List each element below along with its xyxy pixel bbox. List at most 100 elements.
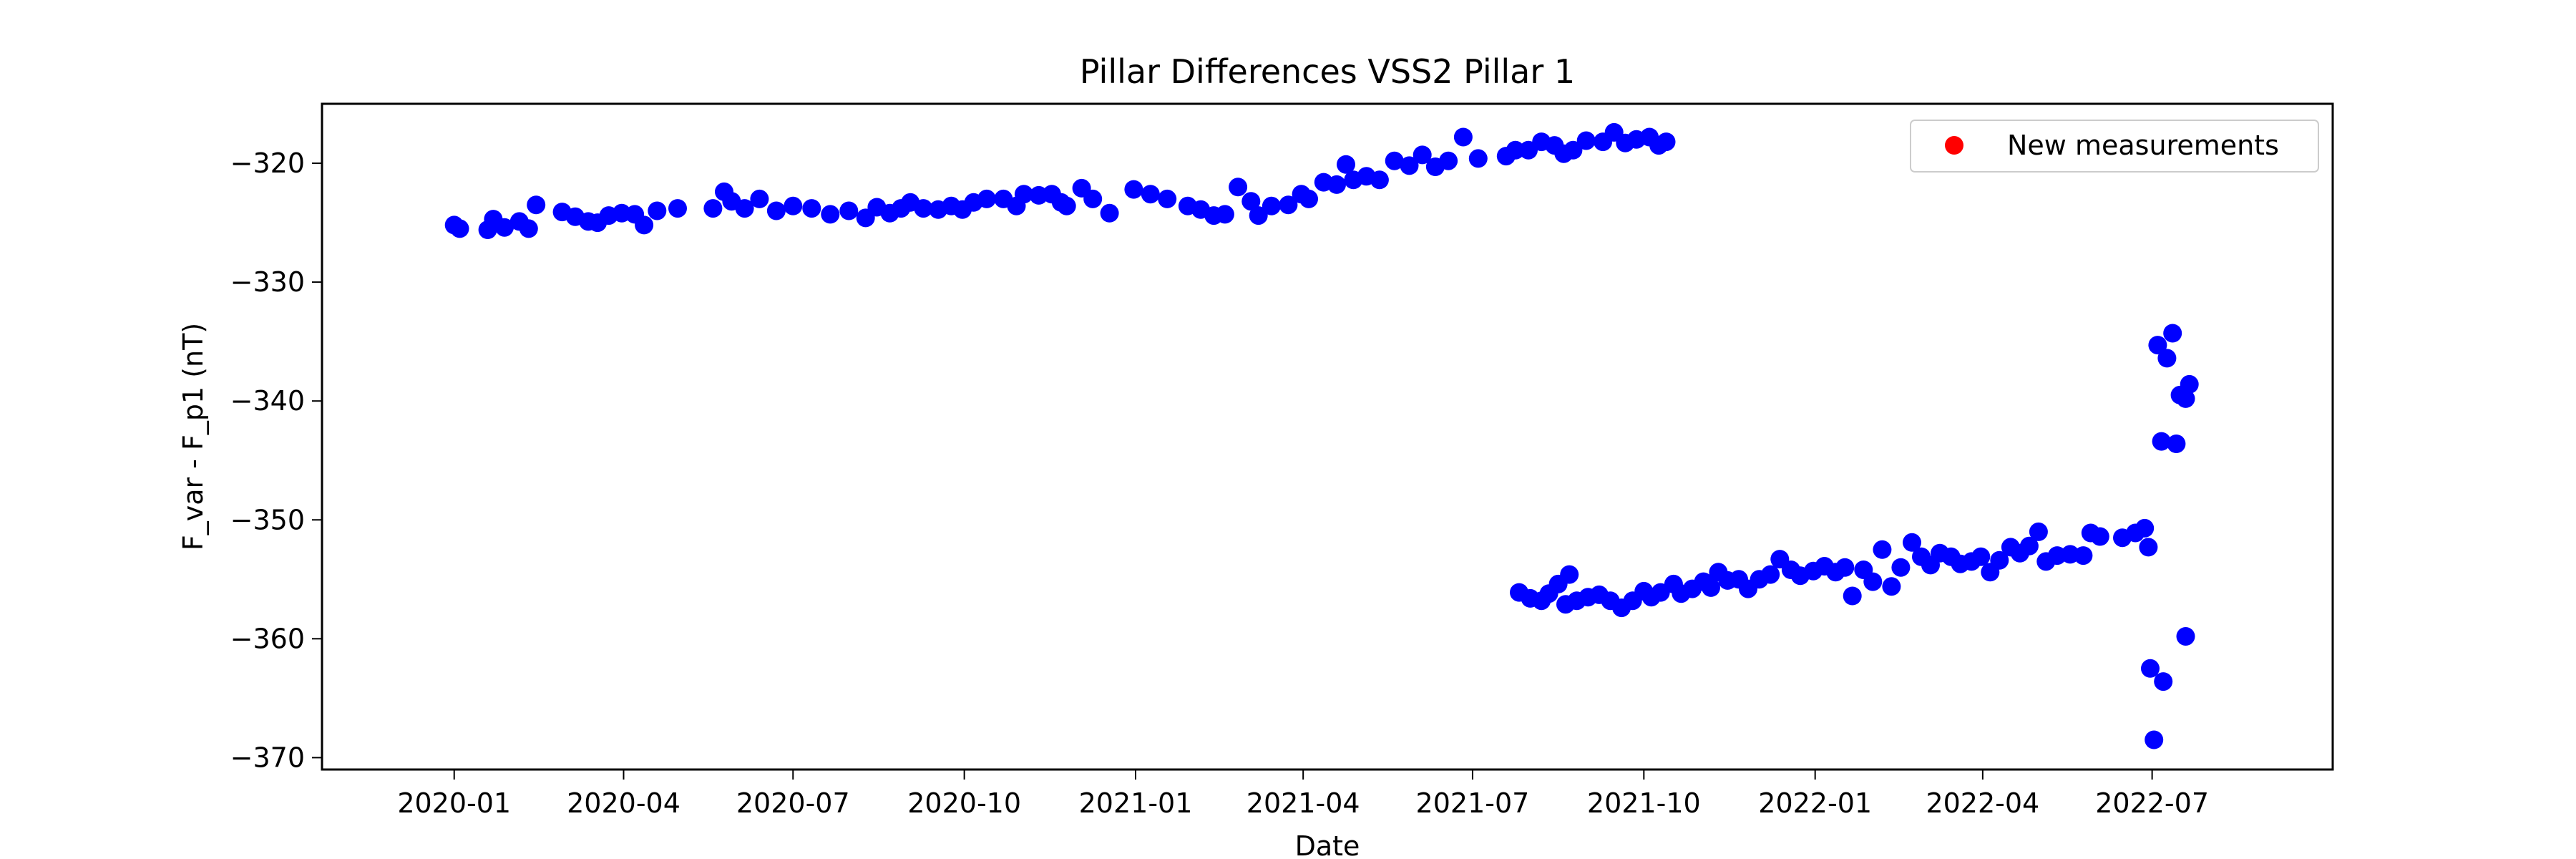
y-tick-label: −320 [230,147,305,179]
data-point [750,189,769,208]
data-point [519,219,538,238]
x-tick-label: 2021-10 [1587,787,1701,819]
legend: New measurements [1910,120,2319,173]
data-point [1843,586,1862,606]
data-point [1299,189,1318,208]
y-tick-label: −330 [230,266,305,298]
data-point [2176,627,2195,646]
data-point [527,195,546,215]
data-point [1370,170,1389,190]
x-tick-label: 2020-10 [907,787,1021,819]
data-point [2167,435,2186,453]
y-tick-label: −340 [230,385,305,417]
data-point [2180,374,2199,394]
data-point [1241,192,1261,211]
y-axis-title: F_var - F_p1 (nT) [177,323,209,550]
data-point [2148,336,2167,355]
data-point [821,205,840,224]
data-point [495,218,514,237]
x-axis: 2020-01 2020-04 2020-07 2020-10 2021-01 2021-… [397,770,2209,819]
data-point [1882,577,1901,596]
data-point [2019,536,2039,555]
data-point [1385,151,1404,170]
data-point [1215,205,1234,224]
data-point [2074,546,2093,566]
x-tick-label: 2020-01 [397,787,511,819]
x-tick-label: 2022-04 [1926,787,2039,819]
data-point [735,199,754,218]
data-point [784,196,803,215]
x-tick-label: 2022-01 [1758,787,1872,819]
plot-area-frame [321,102,2334,771]
data-point [648,201,667,220]
data-point [2139,538,2158,557]
data-point [1400,156,1419,175]
y-tick-label: −350 [230,504,305,535]
data-point [703,199,723,218]
x-tick-label: 2021-07 [1416,787,1530,819]
data-point [2090,527,2109,546]
y-tick-label: −370 [230,742,305,773]
data-point [2157,349,2177,368]
data-point [802,199,821,218]
data-point [2163,324,2182,343]
x-tick-label: 2022-07 [2095,787,2209,819]
data-point [766,201,786,220]
legend-entry-label: New measurements [2007,130,2279,161]
chart-title: Pillar Differences VSS2 Pillar 1 [1080,52,1575,91]
data-point [1057,196,1076,215]
x-tick-label: 2020-07 [736,787,850,819]
data-point [2029,522,2048,541]
data-point [1413,145,1432,165]
data-point [2154,672,2173,691]
data-point [1279,195,1298,215]
data-point [1576,131,1596,150]
x-tick-label: 2020-04 [567,787,680,819]
data-point [1249,206,1268,225]
data-point [2176,389,2195,408]
data-point [914,199,933,218]
data-point [1990,550,2009,570]
x-tick-label: 2021-01 [1079,787,1193,819]
data-point [1873,540,1892,559]
data-point [1835,558,1855,577]
data-point [2145,730,2164,749]
y-axis: −320 −330 −340 −350 −360 −370 [230,147,322,773]
y-tick-label: −360 [230,623,305,654]
data-point [1014,185,1033,204]
data-point [1083,189,1103,208]
data-point [1158,189,1177,208]
legend-box [1910,120,2319,173]
data-point [2141,659,2160,678]
data-point [1563,140,1583,160]
data-point [1506,140,1525,160]
data-point [1891,558,1911,577]
data-point [1702,578,1720,597]
data-point [635,215,654,235]
data-point [1863,572,1883,591]
data-point [2135,518,2155,538]
data-point [1262,196,1281,215]
data-point [1560,565,1579,584]
data-point [1337,155,1355,174]
x-axis-title: Date [1295,830,1360,859]
data-point [1971,547,1991,566]
data-point [839,201,859,220]
data-point [1124,180,1143,199]
data-point [1453,127,1473,147]
data-point [1903,533,1921,552]
data-point [1657,132,1676,152]
data-point [2152,432,2171,451]
data-point [1327,175,1346,194]
data-point [450,219,469,238]
data-point [668,199,687,218]
data-point [977,189,996,208]
x-tick-label: 2021-04 [1246,787,1360,819]
data-point [1141,185,1160,204]
data-point [1468,149,1488,168]
data-point [1229,178,1248,197]
points-layer [444,122,2199,749]
data-point [1761,565,1780,584]
data-point [1100,203,1119,223]
